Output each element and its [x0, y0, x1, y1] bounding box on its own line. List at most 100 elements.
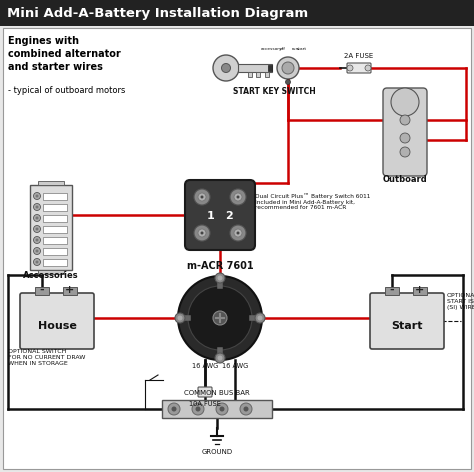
- Circle shape: [347, 65, 353, 71]
- Circle shape: [234, 229, 242, 237]
- Text: off: off: [280, 47, 286, 51]
- Text: -: -: [389, 285, 394, 295]
- Circle shape: [34, 193, 40, 200]
- Circle shape: [216, 403, 228, 415]
- Text: Outboard: Outboard: [383, 175, 428, 184]
- FancyBboxPatch shape: [20, 293, 94, 349]
- FancyBboxPatch shape: [63, 287, 77, 295]
- Text: Mini Add-A-Battery Installation Diagram: Mini Add-A-Battery Installation Diagram: [7, 7, 308, 19]
- Text: start: start: [297, 47, 307, 51]
- Circle shape: [178, 276, 262, 360]
- Circle shape: [230, 225, 246, 241]
- Text: House: House: [37, 321, 76, 331]
- Circle shape: [391, 88, 419, 116]
- Text: -: -: [39, 285, 44, 295]
- FancyBboxPatch shape: [162, 400, 272, 418]
- FancyBboxPatch shape: [268, 65, 272, 71]
- Circle shape: [213, 55, 239, 81]
- Text: Dual Circuit Plus™ Battery Switch 6011
Included in Mini Add-A-Battery kit,
recom: Dual Circuit Plus™ Battery Switch 6011 I…: [255, 193, 370, 211]
- Circle shape: [36, 250, 38, 253]
- Text: accessory: accessory: [261, 47, 283, 51]
- Circle shape: [282, 62, 294, 74]
- Circle shape: [400, 115, 410, 125]
- Circle shape: [192, 403, 204, 415]
- Text: START KEY SWITCH: START KEY SWITCH: [233, 87, 315, 96]
- Circle shape: [34, 247, 40, 254]
- Text: 2A FUSE: 2A FUSE: [345, 53, 374, 59]
- Circle shape: [237, 195, 239, 199]
- FancyBboxPatch shape: [43, 226, 67, 233]
- Circle shape: [257, 315, 263, 320]
- Circle shape: [188, 286, 252, 350]
- Text: +: +: [65, 285, 74, 295]
- Circle shape: [198, 229, 206, 237]
- FancyBboxPatch shape: [383, 88, 427, 176]
- Text: Accessories: Accessories: [23, 271, 79, 280]
- FancyBboxPatch shape: [370, 293, 444, 349]
- FancyBboxPatch shape: [38, 181, 64, 185]
- FancyBboxPatch shape: [30, 185, 72, 270]
- Circle shape: [244, 406, 248, 412]
- Circle shape: [195, 406, 201, 412]
- Circle shape: [213, 311, 227, 325]
- Circle shape: [218, 276, 222, 280]
- Text: GROUND: GROUND: [201, 449, 233, 455]
- FancyBboxPatch shape: [347, 63, 371, 73]
- Text: m-ACR 7601: m-ACR 7601: [187, 261, 253, 271]
- FancyBboxPatch shape: [265, 72, 269, 77]
- FancyBboxPatch shape: [0, 0, 474, 26]
- Circle shape: [277, 57, 299, 79]
- Circle shape: [230, 189, 246, 205]
- Circle shape: [34, 214, 40, 221]
- Text: - typical of outboard motors: - typical of outboard motors: [8, 86, 126, 95]
- FancyBboxPatch shape: [238, 64, 272, 72]
- Circle shape: [237, 231, 239, 235]
- Circle shape: [34, 226, 40, 233]
- Circle shape: [234, 193, 242, 201]
- Text: 16 AWG: 16 AWG: [192, 363, 218, 369]
- Circle shape: [255, 313, 265, 323]
- Text: Start: Start: [391, 321, 423, 331]
- Circle shape: [219, 406, 225, 412]
- Circle shape: [240, 403, 252, 415]
- Text: run: run: [292, 47, 299, 51]
- Circle shape: [218, 355, 222, 361]
- Circle shape: [215, 353, 225, 363]
- Text: OPTIONAL
START ISOLATION
(SI) WIRE: OPTIONAL START ISOLATION (SI) WIRE: [447, 294, 474, 310]
- FancyBboxPatch shape: [412, 287, 427, 295]
- Text: OPTIONAL SWITCH
FOR NO CURRENT DRAW
WHEN IN STORAGE: OPTIONAL SWITCH FOR NO CURRENT DRAW WHEN…: [8, 349, 85, 366]
- Text: +: +: [415, 285, 424, 295]
- Circle shape: [198, 193, 206, 201]
- FancyBboxPatch shape: [43, 237, 67, 244]
- Circle shape: [194, 189, 210, 205]
- Circle shape: [221, 64, 230, 73]
- Text: 10A FUSE: 10A FUSE: [189, 401, 221, 407]
- FancyBboxPatch shape: [248, 72, 252, 77]
- FancyBboxPatch shape: [38, 270, 64, 274]
- Circle shape: [36, 261, 38, 263]
- Circle shape: [36, 228, 38, 230]
- Circle shape: [36, 238, 38, 242]
- Circle shape: [194, 225, 210, 241]
- Text: Engines with
combined alternator
and starter wires: Engines with combined alternator and sta…: [8, 36, 121, 72]
- Text: 2: 2: [225, 211, 233, 221]
- FancyBboxPatch shape: [3, 28, 471, 469]
- FancyBboxPatch shape: [185, 180, 255, 250]
- Circle shape: [400, 133, 410, 143]
- Text: COMMON BUS BAR: COMMON BUS BAR: [184, 390, 250, 396]
- Circle shape: [400, 147, 410, 157]
- Circle shape: [36, 217, 38, 219]
- FancyBboxPatch shape: [43, 248, 67, 255]
- Text: 1: 1: [207, 211, 215, 221]
- Circle shape: [34, 259, 40, 265]
- Circle shape: [285, 79, 291, 84]
- Circle shape: [172, 406, 176, 412]
- Circle shape: [36, 194, 38, 197]
- Circle shape: [36, 205, 38, 209]
- Circle shape: [34, 203, 40, 211]
- FancyBboxPatch shape: [35, 287, 49, 295]
- Circle shape: [175, 313, 185, 323]
- Circle shape: [201, 231, 203, 235]
- Circle shape: [215, 273, 225, 283]
- Circle shape: [177, 315, 182, 320]
